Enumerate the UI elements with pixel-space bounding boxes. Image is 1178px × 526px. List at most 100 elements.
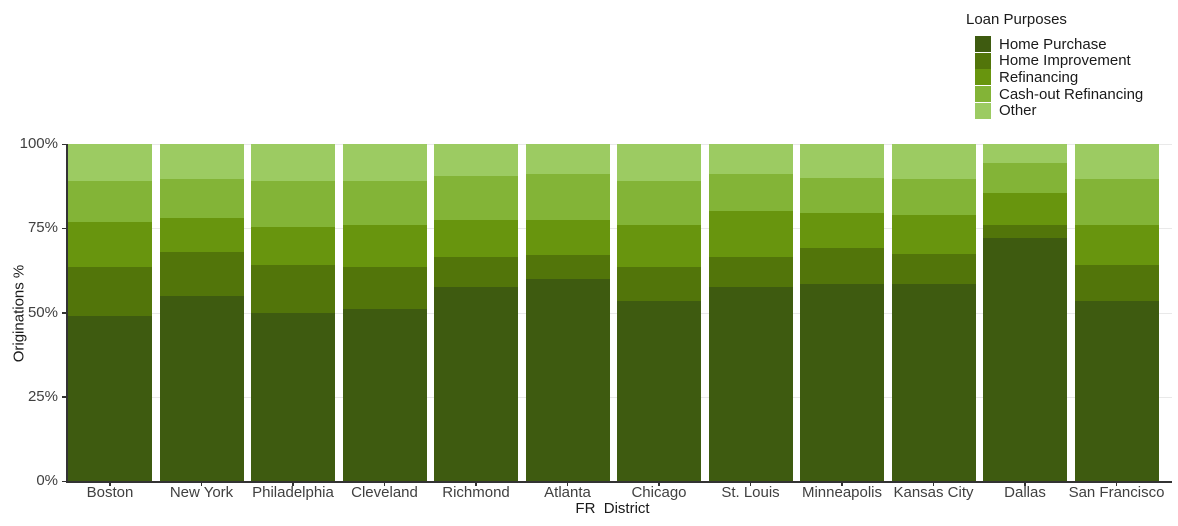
x-tick-label: Cleveland bbox=[351, 484, 418, 501]
segment-other bbox=[708, 144, 793, 175]
y-tick-mark bbox=[62, 312, 66, 314]
bar-atlanta bbox=[525, 144, 610, 481]
bar-san-francisco bbox=[1074, 144, 1159, 481]
x-tick-mark bbox=[292, 482, 294, 486]
y-tick-label: 100% bbox=[19, 135, 58, 152]
segment-refinancing bbox=[708, 211, 793, 257]
segment-refinancing bbox=[251, 226, 335, 266]
x-tick-label: Minneapolis bbox=[801, 484, 883, 501]
x-tick-label: Atlanta bbox=[544, 484, 591, 501]
segment-home-purchase bbox=[983, 238, 1067, 481]
segment-home-improvement bbox=[159, 251, 244, 296]
legend-swatch bbox=[975, 86, 991, 103]
segment-cash-out-refinancing bbox=[434, 176, 518, 220]
x-tick-mark bbox=[749, 482, 752, 486]
segment-cash-out-refinancing bbox=[251, 181, 335, 227]
segment-home-purchase bbox=[617, 300, 701, 481]
segment-home-purchase bbox=[159, 295, 244, 481]
bar-st-louis bbox=[708, 144, 793, 481]
segment-refinancing bbox=[159, 218, 244, 252]
x-tick-mark bbox=[658, 482, 660, 486]
segment-cash-out-refinancing bbox=[1074, 179, 1159, 225]
segment-refinancing bbox=[1074, 224, 1159, 266]
segment-other bbox=[891, 144, 976, 180]
bar-cleveland bbox=[342, 144, 427, 481]
legend-label: Cash-out Refinancing bbox=[999, 85, 1144, 103]
segment-cash-out-refinancing bbox=[525, 174, 610, 220]
legend-item: Cash-out Refinancing bbox=[966, 86, 1178, 103]
segment-refinancing bbox=[342, 224, 427, 268]
legend: Loan Purposes Home Purchase Home Improvem… bbox=[966, 11, 1178, 119]
segment-cash-out-refinancing bbox=[159, 179, 244, 219]
segment-cash-out-refinancing bbox=[800, 177, 884, 214]
bar-richmond bbox=[434, 144, 518, 481]
segment-cash-out-refinancing bbox=[617, 181, 701, 225]
segment-cash-out-refinancing bbox=[708, 174, 793, 212]
x-tick-label: Richmond bbox=[442, 484, 510, 501]
segment-refinancing bbox=[891, 214, 976, 254]
segment-cash-out-refinancing bbox=[68, 181, 152, 222]
legend-swatch bbox=[975, 102, 991, 119]
x-axis-line bbox=[66, 481, 1172, 483]
segment-home-improvement bbox=[617, 267, 701, 301]
legend-items: Home Purchase Home Improvement Refinancing… bbox=[966, 36, 1178, 119]
bar-minneapolis bbox=[800, 144, 884, 481]
segment-home-purchase bbox=[1074, 300, 1159, 481]
bar-kansas-city bbox=[891, 144, 976, 481]
legend-label: Refinancing bbox=[999, 68, 1079, 86]
legend-label: Home Purchase bbox=[999, 35, 1107, 53]
x-tick-label: Philadelphia bbox=[252, 484, 334, 501]
y-tick-mark bbox=[62, 396, 66, 398]
legend-item: Refinancing bbox=[966, 69, 1178, 86]
y-tick-label: 50% bbox=[27, 303, 58, 321]
y-tick-mark bbox=[62, 227, 66, 230]
legend-title: Loan Purposes bbox=[966, 11, 1067, 28]
x-tick-mark bbox=[932, 482, 935, 486]
legend-item: Other bbox=[966, 102, 1178, 119]
segment-other bbox=[800, 144, 884, 178]
x-tick-mark bbox=[566, 482, 569, 486]
y-axis-line bbox=[66, 144, 68, 482]
x-tick-label: San Francisco bbox=[1068, 484, 1165, 501]
segment-other bbox=[68, 144, 152, 182]
segment-home-improvement bbox=[434, 256, 518, 288]
segment-home-purchase bbox=[891, 283, 976, 481]
legend-item: Home Purchase bbox=[966, 36, 1178, 53]
segment-other bbox=[434, 144, 518, 177]
bar-boston bbox=[68, 144, 152, 481]
x-tick-mark bbox=[1115, 482, 1118, 486]
segment-refinancing bbox=[68, 221, 152, 268]
segment-cash-out-refinancing bbox=[342, 181, 427, 225]
segment-other bbox=[159, 144, 244, 180]
bar-dallas bbox=[983, 144, 1067, 481]
segment-home-improvement bbox=[800, 248, 884, 284]
segment-home-improvement bbox=[342, 267, 427, 310]
y-tick-label: 0% bbox=[36, 472, 58, 489]
legend-item: Home Improvement bbox=[966, 52, 1178, 70]
segment-home-improvement bbox=[891, 253, 976, 284]
legend-swatch bbox=[975, 52, 991, 69]
segment-home-improvement bbox=[983, 224, 1067, 239]
x-tick-mark bbox=[475, 482, 477, 486]
bar-philadelphia bbox=[251, 144, 335, 481]
segment-other bbox=[251, 144, 335, 182]
y-tick-label: 75% bbox=[27, 219, 58, 237]
segment-home-improvement bbox=[1074, 265, 1159, 301]
y-tick-mark bbox=[62, 480, 66, 482]
segment-home-improvement bbox=[68, 267, 152, 316]
y-tick-mark bbox=[62, 143, 66, 145]
segment-home-purchase bbox=[342, 309, 427, 481]
x-tick-label: New York bbox=[169, 484, 234, 501]
segment-refinancing bbox=[617, 224, 701, 268]
segment-home-improvement bbox=[251, 265, 335, 313]
segment-refinancing bbox=[525, 219, 610, 256]
x-tick-mark bbox=[841, 482, 843, 486]
x-axis-title: FR District bbox=[575, 500, 650, 517]
segment-other bbox=[342, 144, 427, 182]
bar-chicago bbox=[617, 144, 701, 481]
segment-home-improvement bbox=[525, 255, 610, 279]
segment-refinancing bbox=[800, 213, 884, 249]
legend-label: Other bbox=[999, 102, 1037, 120]
legend-label: Home Improvement bbox=[999, 52, 1131, 70]
